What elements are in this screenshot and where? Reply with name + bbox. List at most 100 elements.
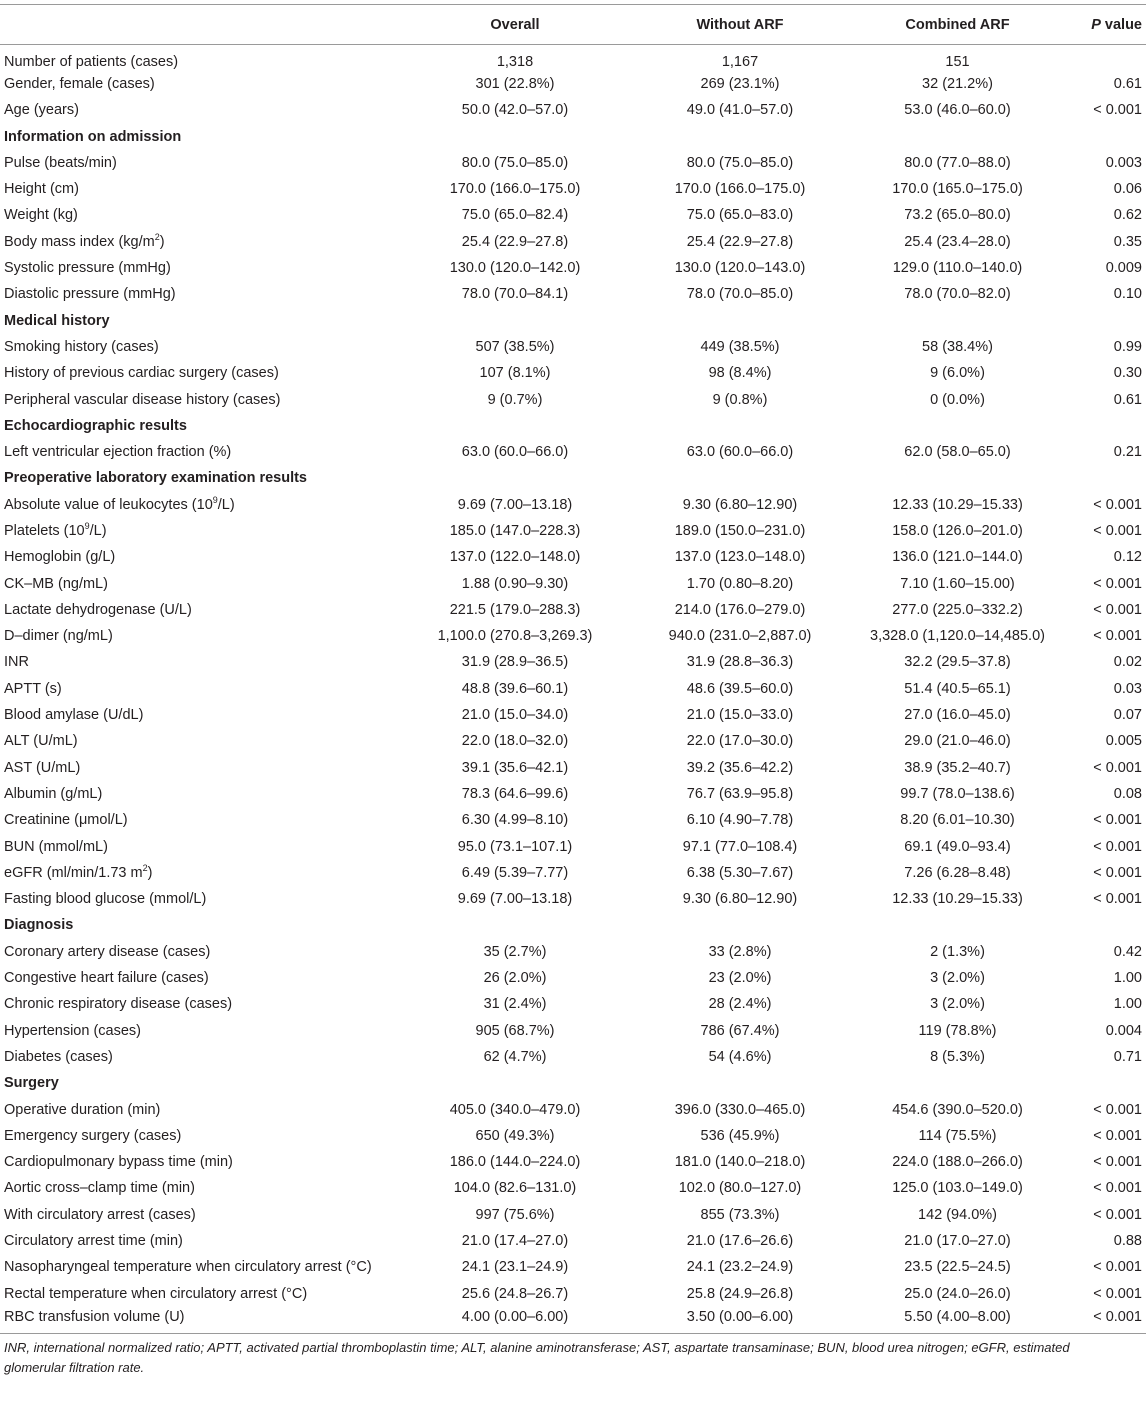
cell-combined-arf: 53.0 (46.0–60.0)	[904, 102, 1011, 119]
header-combined-arf: Combined ARF	[840, 4, 1075, 45]
header-row: Overall Without ARF Combined ARF P value	[0, 4, 1146, 45]
cell-p-value: < 0.001	[1093, 891, 1142, 908]
row-label-text: Operative duration (min)	[4, 1101, 161, 1118]
row-label: RBC transfusion volume (U)	[0, 1306, 390, 1334]
row-label: APTT (s)	[0, 676, 390, 702]
cell-p-value: < 0.001	[1093, 838, 1142, 855]
row-label: Creatinine (μmol/L)	[0, 807, 390, 833]
cell-overall: 78.0 (70.0–84.1)	[461, 286, 569, 303]
cell-overall: 997 (75.6%)	[475, 1206, 555, 1223]
cell-combined-arf: 29.0 (21.0–46.0)	[904, 733, 1011, 750]
cell-without-arf: 9.30 (6.80–12.90)	[682, 496, 798, 513]
row-label-text: APTT (s)	[4, 680, 62, 697]
header-label	[0, 4, 390, 45]
cell-overall: 170.0 (166.0–175.0)	[449, 181, 581, 198]
cell-combined-arf: 12.33 (10.29–15.33)	[892, 891, 1023, 908]
table-row: Hemoglobin (g/L) 137.0 (122.0–148.0) 137.0…	[0, 544, 1146, 570]
cell-p-value: < 0.001	[1093, 1206, 1142, 1223]
row-label-superscript: 2	[142, 863, 148, 874]
cell-without-arf: 28 (2.4%)	[708, 996, 772, 1013]
section-row: Echocardiographic results	[0, 413, 1146, 439]
cell-overall: 39.1 (35.6–42.1)	[461, 759, 569, 776]
cell-without-arf: 49.0 (41.0–57.0)	[686, 102, 794, 119]
header-p-italic: P	[1091, 16, 1101, 33]
cell-without-arf: 536 (45.9%)	[700, 1127, 780, 1144]
table-row: eGFR (ml/min/1.73 m2) 6.49 (5.39–7.77) 6.3…	[0, 860, 1146, 886]
table-row: Pulse (beats/min) 80.0 (75.0–85.0) 80.0 (7…	[0, 150, 1146, 176]
cell-combined-arf: 119 (78.8%)	[918, 1022, 997, 1039]
table-row: With circulatory arrest (cases) 997 (75.6…	[0, 1202, 1146, 1228]
cell-overall: 301 (22.8%)	[475, 75, 555, 92]
cell-overall: 1.88 (0.90–9.30)	[461, 575, 569, 592]
cell-p-value: < 0.001	[1093, 1180, 1142, 1197]
table-row: Absolute value of leukocytes (109/L) 9.69…	[0, 492, 1146, 518]
section-heading: Diagnosis	[0, 912, 1146, 938]
row-label: INR	[0, 649, 390, 675]
row-label: With circulatory arrest (cases)	[0, 1202, 390, 1228]
cell-without-arf: 97.1 (77.0–108.4)	[682, 838, 798, 855]
cell-without-arf: 786 (67.4%)	[700, 1022, 780, 1039]
cell-p-value: 0.07	[1113, 707, 1142, 724]
row-label: Age (years)	[0, 97, 390, 123]
baseline-characteristics-table: Overall Without ARF Combined ARF P value…	[0, 4, 1146, 1334]
cell-p-value: < 0.001	[1093, 1127, 1142, 1144]
cell-p-value: < 0.001	[1093, 812, 1142, 829]
cell-combined-arf: 12.33 (10.29–15.33)	[892, 496, 1023, 513]
table-row: Diastolic pressure (mmHg) 78.0 (70.0–84.1…	[0, 281, 1146, 307]
row-label-text: Number of patients (cases)	[4, 53, 179, 70]
cell-combined-arf: 25.4 (23.4–28.0)	[904, 233, 1011, 250]
cell-overall: 6.49 (5.39–7.77)	[461, 864, 569, 881]
section-row: Information on admission	[0, 123, 1146, 149]
row-label-text: Echocardiographic results	[4, 417, 187, 434]
row-label: Albumin (g/mL)	[0, 781, 390, 807]
row-label-text: Peripheral vascular disease history (cas…	[4, 391, 281, 408]
row-label-text: Systolic pressure (mmHg)	[4, 260, 171, 277]
cell-overall: 186.0 (144.0–224.0)	[449, 1154, 581, 1171]
row-label-text: Albumin (g/mL)	[4, 785, 103, 802]
row-label: Pulse (beats/min)	[0, 150, 390, 176]
table-row: Systolic pressure (mmHg) 130.0 (120.0–142…	[0, 255, 1146, 281]
row-label-text: Chronic respiratory disease (cases)	[4, 996, 233, 1013]
cell-combined-arf: 125.0 (103.0–149.0)	[892, 1180, 1023, 1197]
cell-combined-arf: 8 (5.3%)	[930, 1048, 985, 1065]
row-label: Rectal temperature when circulatory arre…	[0, 1280, 390, 1306]
row-label-text: INR	[4, 654, 29, 671]
table-body: Number of patients (cases) 1,318 1,167 151 G…	[0, 45, 1146, 1334]
cell-p-value: 0.61	[1113, 391, 1142, 408]
cell-without-arf: 102.0 (80.0–127.0)	[678, 1180, 802, 1197]
cell-combined-arf: 8.20 (6.01–10.30)	[900, 812, 1015, 829]
row-label-text: Circulatory arrest time (min)	[4, 1233, 183, 1249]
cell-p-value: 0.005	[1105, 733, 1142, 750]
cell-combined-arf: 7.10 (1.60–15.00)	[900, 575, 1015, 592]
row-label-text: Diabetes (cases)	[4, 1048, 113, 1065]
row-label-suffix: )	[159, 233, 165, 250]
row-label: Congestive heart failure (cases)	[0, 965, 390, 991]
cell-combined-arf: 21.0 (17.0–27.0)	[904, 1233, 1011, 1249]
cell-overall: 25.6 (24.8–26.7)	[461, 1285, 569, 1302]
cell-p-value: 0.10	[1113, 286, 1142, 303]
row-label: Coronary artery disease (cases)	[0, 939, 390, 965]
cell-combined-arf: 23.5 (22.5–24.5)	[904, 1259, 1011, 1276]
cell-p-value: < 0.001	[1093, 102, 1142, 119]
row-label: Systolic pressure (mmHg)	[0, 255, 390, 281]
cell-overall: 9.69 (7.00–13.18)	[457, 496, 573, 513]
cell-p-value: 0.004	[1105, 1022, 1142, 1039]
row-label: eGFR (ml/min/1.73 m2)	[0, 860, 390, 886]
cell-without-arf: 23 (2.0%)	[708, 970, 772, 987]
cell-overall: 9.69 (7.00–13.18)	[457, 891, 573, 908]
cell-combined-arf: 2 (1.3%)	[930, 943, 985, 960]
cell-combined-arf: 3 (2.0%)	[930, 996, 985, 1013]
table-row: Height (cm) 170.0 (166.0–175.0) 170.0 (166…	[0, 176, 1146, 202]
cell-combined-arf: 27.0 (16.0–45.0)	[904, 707, 1011, 724]
table-row: Circulatory arrest time (min) 21.0 (17.4–…	[0, 1228, 1146, 1254]
cell-overall: 507 (38.5%)	[475, 338, 555, 355]
table-row: Cardiopulmonary bypass time (min) 186.0 (…	[0, 1149, 1146, 1175]
cell-p-value: 0.06	[1113, 181, 1142, 198]
cell-without-arf: 269 (23.1%)	[700, 75, 780, 92]
cell-overall: 95.0 (73.1–107.1)	[457, 838, 573, 855]
row-label-text: RBC transfusion volume (U)	[4, 1308, 185, 1325]
cell-p-value: 0.88	[1113, 1233, 1142, 1249]
table-row: D–dimer (ng/mL) 1,100.0 (270.8–3,269.3) 94…	[0, 623, 1146, 649]
row-label: Gender, female (cases)	[0, 71, 390, 97]
